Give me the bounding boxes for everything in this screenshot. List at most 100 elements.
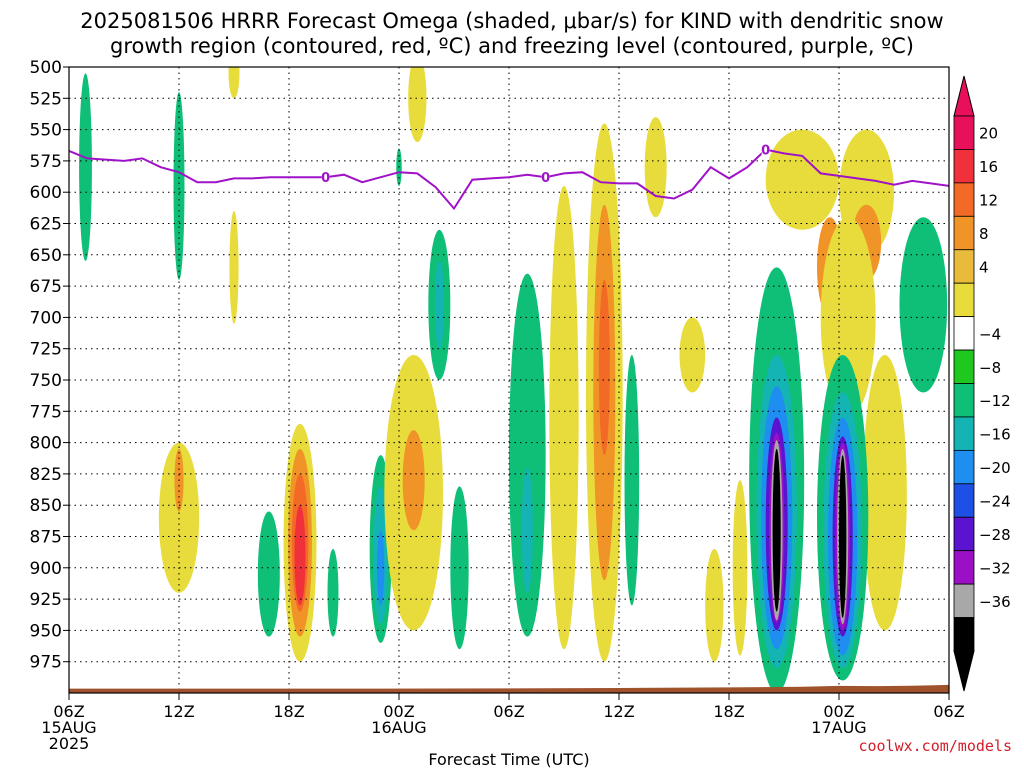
- x-tick-label-1-0: 12Z: [163, 702, 194, 721]
- x-axis-label: Forecast Time (UTC): [428, 750, 589, 768]
- colorbar-label-11: −28: [979, 526, 1011, 544]
- colorbar-label-13: −36: [979, 593, 1011, 611]
- colorbar-label-1: 16: [979, 158, 998, 176]
- freezing-level-label-1: 0: [541, 171, 550, 186]
- colorbar-segment-5: [953, 282, 975, 318]
- omega-feature-46: [772, 448, 781, 612]
- y-tick-label-4: 600: [30, 183, 62, 203]
- omega-feature-15: [862, 354, 907, 631]
- colorbar-segment-7: [953, 349, 975, 384]
- y-axis-ticks: 500 525 550 575 600 625 650 675 700 725 750 775 800 8…: [30, 58, 69, 673]
- colorbar-label-7: −12: [979, 392, 1011, 410]
- y-tick-label-9: 725: [30, 340, 62, 360]
- omega-feature-33: [549, 185, 579, 650]
- x-tick-label-4-0: 06Z: [493, 702, 524, 721]
- colorbar-segment-0: [953, 115, 975, 150]
- freezing-level-label-bg-1: [541, 170, 550, 184]
- colorbar-label-12: −32: [979, 559, 1011, 577]
- colorbar-bottom-arrow: [953, 650, 975, 692]
- x-tick-label-5-0: 12Z: [603, 702, 634, 721]
- colorbar-segment-11: [953, 483, 975, 518]
- colorbar-segment-14: [953, 583, 975, 618]
- freezing-level-contour: 0 0 0: [69, 142, 949, 211]
- colorbar-label-4: 4: [979, 258, 989, 276]
- y-tick-label-10: 750: [30, 371, 62, 391]
- omega-feature-29: [402, 430, 425, 531]
- y-tick-label-13: 825: [30, 465, 62, 485]
- omega-feature-38: [705, 549, 724, 662]
- y-tick-label-11: 775: [30, 402, 62, 422]
- x-tick-label-7-0: 00Z: [823, 702, 854, 721]
- omega-feature-8: [644, 117, 667, 218]
- colorbar-segment-10: [953, 449, 975, 485]
- chart-title-line2: growth region (contoured, red, ºC) and f…: [110, 34, 914, 58]
- y-tick-label-5: 625: [30, 215, 62, 235]
- colorbar-label-2: 12: [979, 192, 998, 210]
- colorbar-top-arrow: [953, 75, 975, 117]
- colorbar-label-9: −20: [979, 459, 1011, 477]
- omega-feature-23: [294, 505, 306, 606]
- x-tick-label-0-2: 2025: [49, 734, 90, 753]
- omega-feature-37: [624, 354, 640, 606]
- colorbar-label-10: −24: [979, 493, 1011, 511]
- x-tick-label-3-1: 16AUG: [371, 718, 426, 737]
- omega-feature-3: [229, 210, 239, 324]
- x-tick-label-3-0: 00Z: [383, 702, 414, 721]
- colorbar-label-0: 20: [979, 125, 998, 143]
- y-tick-label-2: 550: [30, 121, 62, 141]
- omega-feature-0: [79, 73, 92, 262]
- omega-feature-7: [434, 261, 444, 349]
- y-tick-label-14: 850: [30, 496, 62, 516]
- omega-feature-5: [408, 67, 427, 143]
- omega-feature-27: [377, 530, 385, 606]
- colorbar-segment-2: [953, 182, 975, 217]
- y-tick-label-19: 975: [30, 653, 62, 673]
- colorbar-segment-4: [953, 249, 975, 284]
- colorbar: 20 16 12 8 4 −4 −8 −12 −16 −20 −24 −28 −32 −36: [953, 75, 1011, 692]
- freezing-level-label-bg-0: [321, 170, 330, 184]
- y-tick-label-8: 700: [30, 308, 62, 328]
- omega-feature-53: [839, 455, 847, 618]
- y-tick-label-17: 925: [30, 590, 62, 610]
- y-tick-label-6: 650: [30, 246, 62, 266]
- y-tick-label-15: 875: [30, 528, 62, 548]
- y-tick-label-7: 675: [30, 277, 62, 297]
- freezing-level-line: [69, 148, 949, 211]
- y-tick-label-12: 800: [30, 434, 62, 454]
- chart-title-line1: 2025081506 HRRR Forecast Omega (shaded, …: [80, 9, 943, 33]
- colorbar-segment-9: [953, 416, 975, 451]
- colorbar-segment-8: [953, 383, 975, 418]
- omega-feature-36: [598, 279, 610, 456]
- colorbar-label-5: −4: [979, 325, 1001, 343]
- ground-surface: [69, 684, 949, 693]
- omega-feature-9: [679, 317, 706, 393]
- x-tick-label-0-0: 06Z: [53, 702, 84, 721]
- colorbar-label-8: −16: [979, 426, 1011, 444]
- y-tick-label-3: 575: [30, 152, 62, 172]
- x-tick-label-6-0: 18Z: [713, 702, 744, 721]
- y-tick-label-18: 950: [30, 621, 62, 641]
- omega-feature-2: [228, 67, 240, 99]
- colorbar-segment-6: [953, 316, 975, 351]
- freezing-level-label-2: 0: [761, 144, 770, 159]
- x-tick-label-8-0: 06Z: [933, 702, 964, 721]
- colorbar-segment-3: [953, 215, 975, 251]
- omega-feature-24: [327, 549, 339, 637]
- omega-feature-10: [765, 129, 839, 230]
- y-tick-label-1: 525: [30, 89, 62, 109]
- colorbar-segment-15: [953, 617, 975, 652]
- omega-feature-17: [158, 442, 200, 593]
- colorbar-segment-1: [953, 149, 975, 184]
- y-tick-label-0: 500: [30, 58, 62, 78]
- omega-shading: [79, 67, 948, 693]
- omega-feature-32: [521, 467, 533, 593]
- ground-strip: [69, 684, 949, 693]
- omega-feature-19: [257, 511, 280, 637]
- freezing-level-label-0: 0: [321, 171, 330, 186]
- x-tick-label-0-1: 15AUG: [41, 718, 96, 737]
- colorbar-label-3: 8: [979, 225, 989, 243]
- omega-feature-31: [508, 273, 546, 637]
